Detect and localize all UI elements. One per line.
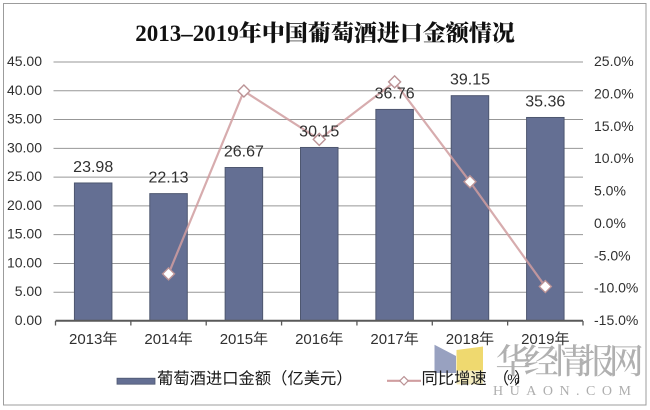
svg-text:-15.0%: -15.0% — [594, 312, 638, 328]
svg-text:26.67: 26.67 — [224, 144, 264, 161]
svg-text:5.0%: 5.0% — [594, 183, 626, 199]
svg-text:2013–2019: 2013–2019 — [135, 21, 239, 46]
svg-text:2013: 2013 — [69, 331, 102, 348]
svg-text:35.36: 35.36 — [525, 94, 565, 111]
svg-text:2017: 2017 — [370, 331, 403, 348]
svg-text:40.00: 40.00 — [7, 82, 42, 98]
svg-text:30.15: 30.15 — [299, 124, 339, 141]
svg-text:39.15: 39.15 — [450, 72, 490, 89]
svg-text:30.00: 30.00 — [7, 139, 42, 155]
svg-text:36.76: 36.76 — [375, 85, 415, 102]
svg-text:2018: 2018 — [446, 331, 479, 348]
svg-text:35.00: 35.00 — [7, 111, 42, 127]
svg-text:15.0%: 15.0% — [594, 118, 634, 134]
svg-text:0.0%: 0.0% — [594, 215, 626, 231]
svg-text:22.13: 22.13 — [148, 170, 188, 187]
svg-text:25.00: 25.00 — [7, 168, 42, 184]
svg-text:2015: 2015 — [220, 331, 253, 348]
svg-text:2019: 2019 — [521, 331, 554, 348]
svg-text:15.00: 15.00 — [7, 226, 42, 242]
svg-text:0.00: 0.00 — [15, 312, 42, 328]
svg-text:2016: 2016 — [295, 331, 328, 348]
svg-text:HUAON.COM: HUAON.COM — [493, 384, 637, 399]
svg-text:20.0%: 20.0% — [594, 85, 634, 101]
svg-text:45.00: 45.00 — [7, 53, 42, 69]
svg-text:10.0%: 10.0% — [594, 150, 634, 166]
svg-text:-5.0%: -5.0% — [594, 247, 631, 263]
svg-text:-10.0%: -10.0% — [594, 280, 638, 296]
svg-text:20.00: 20.00 — [7, 197, 42, 213]
svg-text:23.98: 23.98 — [73, 159, 113, 176]
svg-text:25.0%: 25.0% — [594, 53, 634, 69]
svg-text:2014: 2014 — [144, 331, 177, 348]
svg-text:10.00: 10.00 — [7, 254, 42, 270]
svg-text:5.00: 5.00 — [15, 283, 42, 299]
